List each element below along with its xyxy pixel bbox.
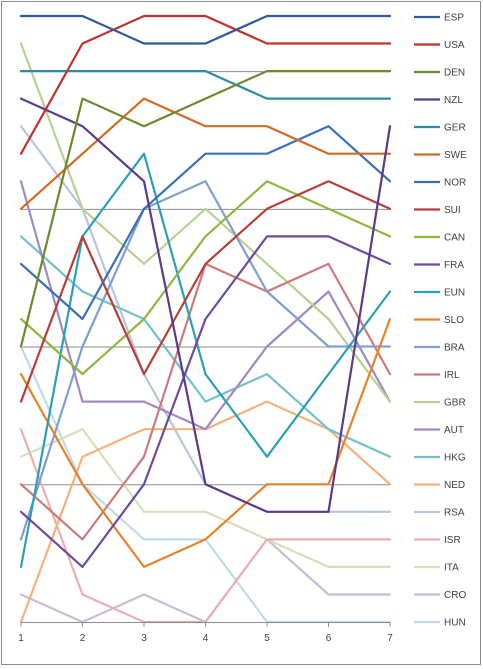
series-line-swe [19, 97, 392, 210]
series-line-bra [19, 180, 392, 541]
series-lines [19, 14, 392, 624]
legend-label: CAN [444, 233, 465, 244]
legend-label: SWE [444, 150, 467, 161]
legend-item-nor: NOR [414, 178, 466, 189]
series-line-aut [19, 180, 392, 431]
legend-item-eun: EUN [414, 288, 465, 299]
series-line-esp [19, 14, 392, 45]
series-line-can [19, 180, 392, 376]
x-tick-labels: 1 2 3 4 5 6 7 [18, 633, 393, 644]
legend-label: RSA [444, 508, 465, 519]
series-line-isr [19, 428, 392, 624]
x-tick-label: 6 [326, 633, 332, 644]
legend-item-hun: HUN [414, 618, 466, 629]
legend-item-aut: AUT [414, 425, 464, 436]
legend-label: CRO [444, 590, 466, 601]
legend-item-fra: FRA [414, 260, 464, 271]
legend-item-irl: IRL [414, 370, 460, 381]
series-line-hkg [19, 235, 392, 458]
legend-item-can: CAN [414, 233, 465, 244]
legend-label: HUN [444, 618, 466, 629]
legend-label: DEN [444, 68, 465, 79]
x-tick-label: 7 [387, 633, 393, 644]
legend-label: ITA [444, 563, 459, 574]
x-tick-label: 4 [203, 633, 209, 644]
legend-item-rsa: RSA [414, 508, 465, 519]
legend: ESP USA DEN NZL GER SWE NOR SUI CAN FRA EUN SLO BRA I… [414, 13, 467, 629]
series-line-den [19, 69, 392, 348]
legend-label: NZL [444, 95, 463, 106]
gridlines [21, 71, 390, 486]
series-line-gbr [19, 42, 392, 403]
legend-item-isr: ISR [414, 535, 461, 546]
legend-label: ESP [444, 13, 464, 24]
legend-item-esp: ESP [414, 13, 464, 24]
legend-label: EUN [444, 288, 465, 299]
x-axis [20, 622, 391, 627]
series-line-nzl [19, 97, 392, 513]
legend-label: GBR [444, 398, 466, 409]
legend-label: ISR [444, 535, 461, 546]
series-line-fra [19, 235, 392, 569]
legend-label: GER [444, 123, 466, 134]
legend-label: SLO [444, 315, 464, 326]
x-tick-label: 3 [141, 633, 147, 644]
legend-item-nzl: NZL [414, 95, 463, 106]
series-line-ita [19, 428, 392, 569]
x-tick-label: 2 [80, 633, 86, 644]
legend-item-sui: SUI [414, 205, 461, 216]
legend-item-den: DEN [414, 68, 465, 79]
series-line-sui [19, 180, 392, 403]
legend-item-hkg: HKG [414, 453, 466, 464]
x-tick-label: 5 [264, 633, 270, 644]
legend-item-gbr: GBR [414, 398, 466, 409]
legend-label: BRA [444, 343, 465, 354]
legend-label: HKG [444, 453, 466, 464]
legend-item-ger: GER [414, 123, 466, 134]
series-line-slo [19, 317, 392, 569]
line-chart: 1 2 3 4 5 6 7 ESP USA DEN NZL GER SWE NOR SUI CAN FRA EU… [18, 13, 467, 645]
legend-item-ita: ITA [414, 563, 459, 574]
legend-item-slo: SLO [414, 315, 464, 326]
series-line-usa [19, 14, 392, 155]
series-line-eun [19, 152, 392, 569]
legend-label: IRL [444, 370, 460, 381]
legend-label: NED [444, 480, 465, 491]
legend-item-usa: USA [414, 40, 465, 51]
legend-label: USA [444, 40, 465, 51]
series-line-nor [19, 125, 392, 321]
legend-item-swe: SWE [414, 150, 467, 161]
series-line-ger [19, 69, 392, 100]
legend-label: NOR [444, 178, 466, 189]
x-tick-label: 1 [18, 633, 24, 644]
legend-item-bra: BRA [414, 343, 465, 354]
legend-label: FRA [444, 260, 464, 271]
legend-label: SUI [444, 205, 461, 216]
legend-item-ned: NED [414, 480, 465, 491]
legend-label: AUT [444, 425, 464, 436]
legend-item-cro: CRO [414, 590, 466, 601]
